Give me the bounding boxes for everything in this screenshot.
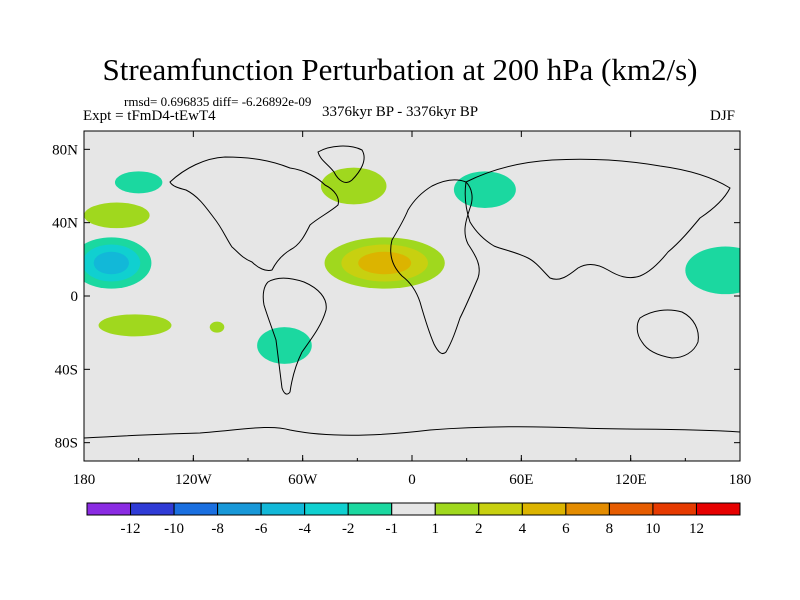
colorbar-box [391,502,436,516]
colorbar-label: -6 [255,521,268,537]
coast-asia [464,158,731,280]
colorbar-box [217,502,262,516]
coast-south-america [262,277,327,395]
x-axis: 180 120W 60W 0 60E 120E 180 [73,131,752,488]
anomaly-central-pacific-negative-core2 [93,251,129,275]
colorbar-box [652,502,697,516]
colorbar-label: -12 [121,521,141,537]
colorbar-label: 12 [689,521,704,537]
anomaly-north-atlantic-positive [320,167,387,205]
season-label: DJF [710,108,736,124]
colorbar-box [173,502,219,516]
coastline-layer [84,145,740,439]
colorbar-box [86,502,132,516]
coast-greenland [317,145,365,183]
x-tick-label: 0 [408,472,416,488]
colorbar-box [260,502,306,516]
colorbar-label: 2 [475,521,483,537]
anomaly-tropical-atlantic-positive-core2 [358,251,412,275]
colorbar-box [347,502,393,516]
anomaly-alaska-negative [114,171,163,194]
x-tick-label: 180 [729,472,752,488]
chart-title: Streamfunction Perturbation at 200 hPa (… [102,52,698,87]
colorbar-box [478,502,523,516]
experiment-label: Expt = tFmD4-tEwT4 [83,108,216,124]
colorbar-label: -1 [385,521,398,537]
y-tick-label: 80S [55,436,78,452]
anomaly-layer [84,167,740,364]
colorbar-label: 10 [645,521,660,537]
x-tick-label: 120E [615,472,647,488]
period-label: 3376kyr BP - 3376kyr BP [322,104,479,120]
colorbar-label: -2 [342,521,355,537]
coast-europe-africa [390,179,480,355]
colorbar-box [565,502,610,516]
anomaly-west-pacific-negative [685,246,740,295]
colorbar-label: 1 [432,521,440,537]
colorbar-box [434,502,480,516]
coast-north-america [169,156,339,271]
stats-label: rmsd= 0.696835 diff= -6.26892e-09 [124,94,312,109]
colorbar-box [521,502,567,516]
anomaly-south-pacific-positive [98,314,172,337]
y-axis: 80N 40N 0 40S 80S [52,142,740,452]
colorbar-box [608,502,654,516]
plot-background [84,131,740,461]
anomaly-south-pacific-small-positive [209,321,225,333]
x-tick-label: 60W [288,472,318,488]
anomaly-south-america-negative [257,327,312,364]
anomaly-eurasia-negative [453,171,516,209]
colorbar-box [130,502,175,516]
anomaly-north-pacific-positive [84,202,150,229]
colorbar-box [304,502,349,516]
y-tick-label: 80N [52,142,78,158]
x-tick-label: 180 [73,472,96,488]
y-tick-label: 0 [71,289,79,305]
colorbar-label: -10 [164,521,184,537]
colorbar-box [695,502,741,516]
colorbar-label: 6 [562,521,570,537]
colorbar-label: -4 [298,521,311,537]
y-tick-label: 40S [55,362,78,378]
colorbar-label: -8 [211,521,224,537]
coast-antarctica [84,426,740,439]
colorbar-label: 4 [519,521,527,537]
y-tick-label: 40N [52,216,78,232]
colorbar-label: 8 [606,521,614,537]
colorbar: -12 -10 -8 -6 -4 -2 -1 1 2 4 6 8 10 12 [86,502,741,537]
x-tick-label: 120W [175,472,213,488]
coast-australia [636,309,699,359]
x-tick-label: 60E [509,472,533,488]
